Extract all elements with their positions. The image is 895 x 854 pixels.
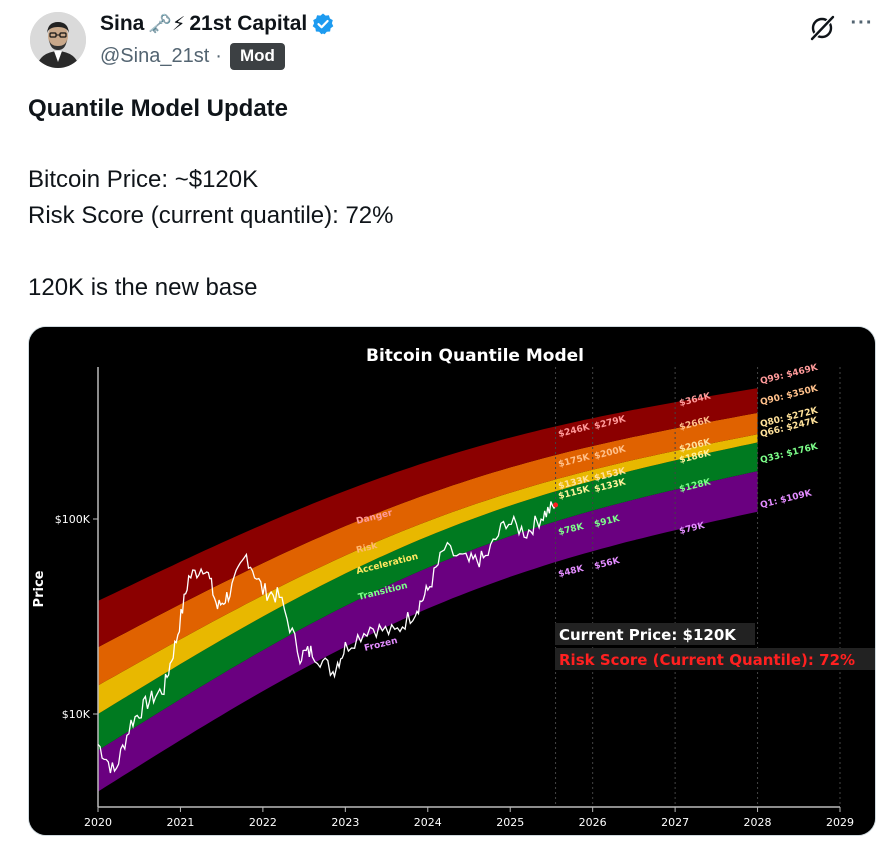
- y-axis-label: Price: [32, 570, 47, 607]
- tweet-line-price: Bitcoin Price: ~$120K: [28, 166, 259, 193]
- x-tick-label: 2025: [496, 816, 524, 829]
- verified-badge-icon[interactable]: [311, 12, 335, 36]
- media-image-card[interactable]: 2020 2021 2022 2023 2024 2025 2026 2027 2028 2029…: [28, 326, 876, 836]
- quantile-chart: 2020 2021 2022 2023 2024 2025 2026 2027 2028 2029…: [29, 327, 875, 835]
- band-transition: [98, 442, 758, 751]
- y-tick-label: $100K: [55, 513, 91, 526]
- x-tick-label: 2027: [661, 816, 689, 829]
- price-line: [97, 501, 557, 774]
- author-handle[interactable]: @Sina_21st: [100, 45, 210, 67]
- x-tick-label: 2028: [744, 816, 772, 829]
- chart-gridlines: [555, 367, 841, 805]
- author-name-row[interactable]: Sina 🗝️⚡ 21st Capital: [100, 12, 335, 36]
- risk-score-annotation: Risk Score (Current Quantile): 72%: [555, 648, 875, 670]
- x-tick-label: 2022: [249, 816, 277, 829]
- tweet-title: Quantile Model Update: [28, 95, 289, 122]
- current-price-annotation: Current Price: $120K: [555, 623, 755, 645]
- more-icon[interactable]: ···: [850, 12, 874, 34]
- tweet-header: Sina 🗝️⚡ 21st Capital @Sina_21st · Mod ·…: [0, 0, 895, 80]
- band-danger: [98, 388, 758, 648]
- author-org[interactable]: 21st Capital: [189, 12, 308, 35]
- chart-axes: 2020 2021 2022 2023 2024 2025 2026 2027 2028 2029…: [55, 367, 854, 829]
- band-frozen: [98, 471, 758, 792]
- x-tick-label: 2020: [84, 816, 112, 829]
- avatar-image: [30, 12, 86, 68]
- x-tick-label: 2026: [579, 816, 607, 829]
- chart-title: Bitcoin Quantile Model: [366, 346, 584, 366]
- author-handle-row: @Sina_21st · Mod: [100, 43, 285, 70]
- x-tick-label: 2021: [166, 816, 194, 829]
- current-price-dot: [553, 502, 559, 508]
- x-tick-label: 2029: [826, 816, 854, 829]
- quantile-bands: [98, 388, 758, 792]
- grok-icon[interactable]: [808, 14, 836, 42]
- author-name-emojis: 🗝️⚡: [148, 14, 186, 35]
- band-risk: [98, 412, 758, 686]
- tweet-line-risk: Risk Score (current quantile): 72%: [28, 202, 394, 229]
- mod-badge: Mod: [229, 43, 285, 70]
- tweet-line-base: 120K is the new base: [28, 274, 258, 301]
- price-series: [97, 501, 559, 774]
- current-price-text: Current Price: $120K: [559, 626, 737, 644]
- y-tick-label: $10K: [62, 708, 91, 721]
- x-tick-label: 2023: [331, 816, 359, 829]
- risk-score-text: Risk Score (Current Quantile): 72%: [559, 651, 855, 669]
- author-name[interactable]: Sina: [100, 12, 145, 35]
- x-tick-label: 2024: [414, 816, 442, 829]
- avatar[interactable]: [30, 12, 86, 68]
- separator-dot: ·: [215, 45, 222, 67]
